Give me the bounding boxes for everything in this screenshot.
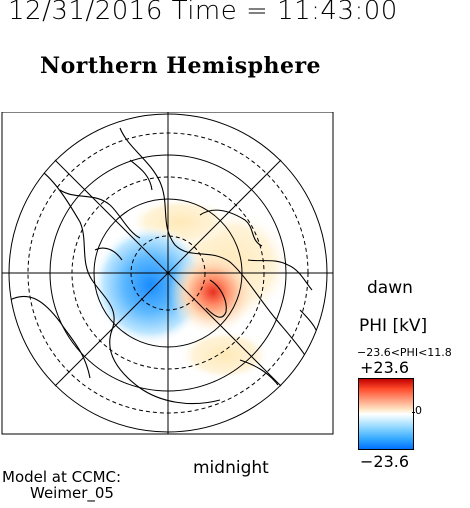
polar-potential-map (1, 112, 334, 435)
grid-lines (2, 112, 333, 434)
dawn-label: dawn (367, 278, 413, 298)
colorbar-min-label: −23.6 (360, 452, 410, 471)
coastlines (9, 127, 323, 405)
colorbar-zero-tick (412, 412, 415, 413)
datetime-title: 12/31/2016 Time = 11:43:00 (8, 0, 398, 26)
dashed-rings (27, 132, 309, 414)
potential-field (92, 198, 292, 380)
midnight-label: midnight (193, 458, 269, 478)
model-credit-line1: Model at CCMC: (2, 468, 122, 486)
colorbar-range: −23.6<PHI<11.8 (357, 346, 452, 359)
colorbar-title: PHI [kV] (359, 316, 428, 336)
colorbar-zero-label: 0 (415, 404, 422, 417)
colorbar-max-label: +23.6 (360, 358, 410, 377)
model-credit-line2: Weimer_05 (30, 484, 114, 502)
colorbar-gradient (358, 378, 414, 450)
hemisphere-title: Northern Hemisphere (40, 53, 322, 79)
